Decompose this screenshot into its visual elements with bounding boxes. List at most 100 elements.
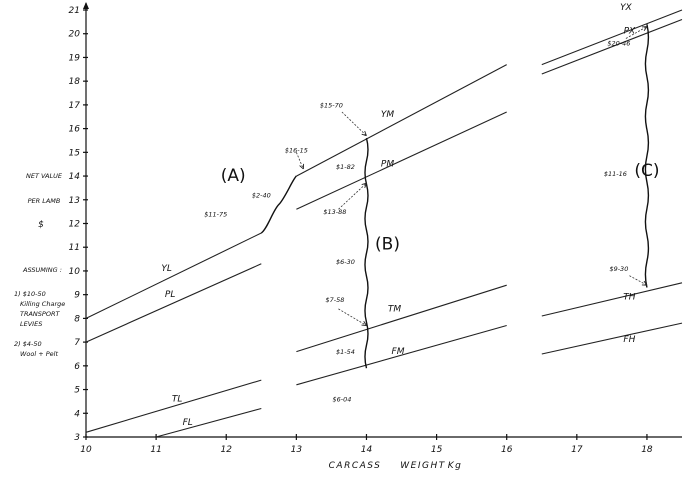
connector-3	[644, 24, 650, 288]
y-axis-label-per-lamb: PER LAMB	[28, 197, 61, 205]
y-tick-label-12: 12	[69, 220, 81, 230]
y-tick-label-4: 4	[74, 409, 80, 419]
y-tick-label-17: 17	[69, 101, 81, 111]
series-line-tm	[296, 284, 507, 353]
y-axis-label-unit: $	[38, 220, 44, 230]
pointer-line-6	[629, 275, 648, 286]
series-label-tl: TL	[172, 394, 183, 404]
y-tick-label-15: 15	[69, 148, 81, 158]
y-tick-label-21: 21	[69, 6, 80, 16]
series-label-fh: FH	[623, 335, 635, 345]
connectors	[260, 24, 650, 369]
pointer-arrowhead-3	[361, 182, 367, 188]
axes	[83, 2, 682, 440]
x-tick-label-14: 14	[361, 445, 373, 455]
y-tick-label-5: 5	[74, 386, 80, 396]
x-axis-label-kg: Kg	[448, 461, 463, 471]
x-tick-label-18: 18	[641, 445, 653, 455]
annotation-1-82-3: $1-82	[336, 163, 355, 171]
assumption-1-line-3: TRANSPORT	[20, 310, 60, 318]
x-tick-label-13: 13	[291, 445, 303, 455]
assumption-2-line-2: Wool + Pelt	[20, 350, 58, 358]
series-line-ym	[296, 64, 507, 177]
y-tick-label-8: 8	[74, 314, 80, 324]
y-tick-label-10: 10	[69, 267, 81, 277]
x-tick-label-11: 11	[150, 445, 161, 455]
pointer-line-3	[338, 182, 367, 210]
series-label-tm: TM	[388, 304, 401, 314]
series-line-fh	[541, 322, 683, 355]
assumption-1-line-2: Killing Charge	[20, 300, 65, 308]
group-label-c: (C)	[634, 161, 659, 181]
labels: 10 11 12 13 14 15 16 17 18 3 4 5 6 7 8 9 10 11 12 13 14 15 16 1…	[14, 3, 660, 471]
pointer-arrowhead-2	[361, 130, 367, 137]
x-tick-label-17: 17	[571, 445, 583, 455]
annotation-20-46-11: $20-46	[607, 40, 630, 48]
annotation-9-30-13: $9-30	[609, 265, 628, 273]
connector-1	[260, 175, 297, 234]
series-label-pl: PL	[165, 290, 175, 300]
annotation-11-16-12: $11-16	[604, 170, 627, 178]
x-tick-label-10: 10	[80, 445, 92, 455]
pointer-line-1	[295, 152, 304, 170]
series-label-th: TH	[623, 292, 635, 302]
pointer-line-5	[625, 26, 648, 39]
series-label-yl: YL	[161, 264, 172, 274]
annotation-1-54-9: $1-54	[336, 348, 355, 356]
series-lines	[85, 9, 683, 438]
series-label-px: PX	[624, 27, 636, 37]
series-label-pm: PM	[381, 160, 394, 170]
series-label-fm: FM	[392, 347, 405, 357]
y-tick-label-11: 11	[69, 243, 80, 253]
assumptions-heading: ASSUMING :	[22, 266, 62, 274]
series-line-pl	[85, 263, 262, 343]
y-tick-label-3: 3	[74, 433, 80, 443]
y-tick-label-18: 18	[69, 77, 81, 87]
series-label-fl: FL	[183, 418, 193, 428]
pointer-arrowhead-5	[641, 26, 648, 31]
assumption-2-line-1: 2) $4-50	[14, 340, 42, 348]
annotation-15-70-2: $15-70	[320, 101, 343, 109]
series-line-th	[541, 282, 683, 317]
annotation-11-75-5: $11-75	[204, 210, 227, 218]
pointer-line-4	[338, 308, 367, 326]
series-line-yx	[541, 9, 683, 66]
annotation-7-58-8: $7-58	[325, 296, 344, 304]
pointer-line-2	[341, 111, 367, 137]
x-axis-label-carcass: CARCASS	[329, 461, 382, 471]
annotation-6-30-7: $6-30	[336, 258, 355, 266]
y-tick-label-20: 20	[69, 30, 81, 40]
y-tick-label-14: 14	[69, 172, 81, 182]
series-line-fm	[296, 324, 507, 386]
series-line-yl	[85, 232, 262, 319]
group-label-a: (A)	[221, 166, 246, 186]
y-axis-label-net-value: NET VALUE	[26, 172, 63, 180]
x-axis-label-weight: WEIGHT	[400, 461, 445, 471]
y-tick-label-13: 13	[69, 196, 81, 206]
annotation-16-15-1: $16-15	[285, 146, 308, 154]
series-line-pm	[296, 111, 507, 210]
x-tick-label-15: 15	[431, 445, 443, 455]
x-tick-label-16: 16	[501, 445, 513, 455]
pointer-arrowhead-4	[361, 321, 367, 326]
annotation-6-04-10: $6-04	[332, 395, 351, 403]
assumption-1-line-4: LEVIES	[20, 320, 42, 328]
y-tick-label-9: 9	[74, 291, 80, 301]
series-line-px	[541, 18, 683, 75]
y-tick-label-7: 7	[74, 338, 80, 348]
series-line-tl	[85, 379, 262, 433]
series-label-ym: YM	[381, 110, 394, 120]
connector-2	[364, 137, 369, 369]
series-label-yx: YX	[620, 3, 632, 13]
group-label-b: (B)	[375, 235, 400, 255]
annotation-13-88-6: $13-88	[323, 208, 346, 216]
y-tick-label-16: 16	[69, 125, 81, 135]
pointer-arrowhead-6	[641, 280, 648, 286]
y-tick-label-6: 6	[74, 362, 80, 372]
assumption-1-line-1: 1) $10-50	[14, 290, 46, 298]
pointer-arrowhead-1	[299, 163, 305, 170]
y-axis-arrow	[83, 2, 89, 9]
annotation-2-40-4: $2-40	[252, 191, 271, 199]
